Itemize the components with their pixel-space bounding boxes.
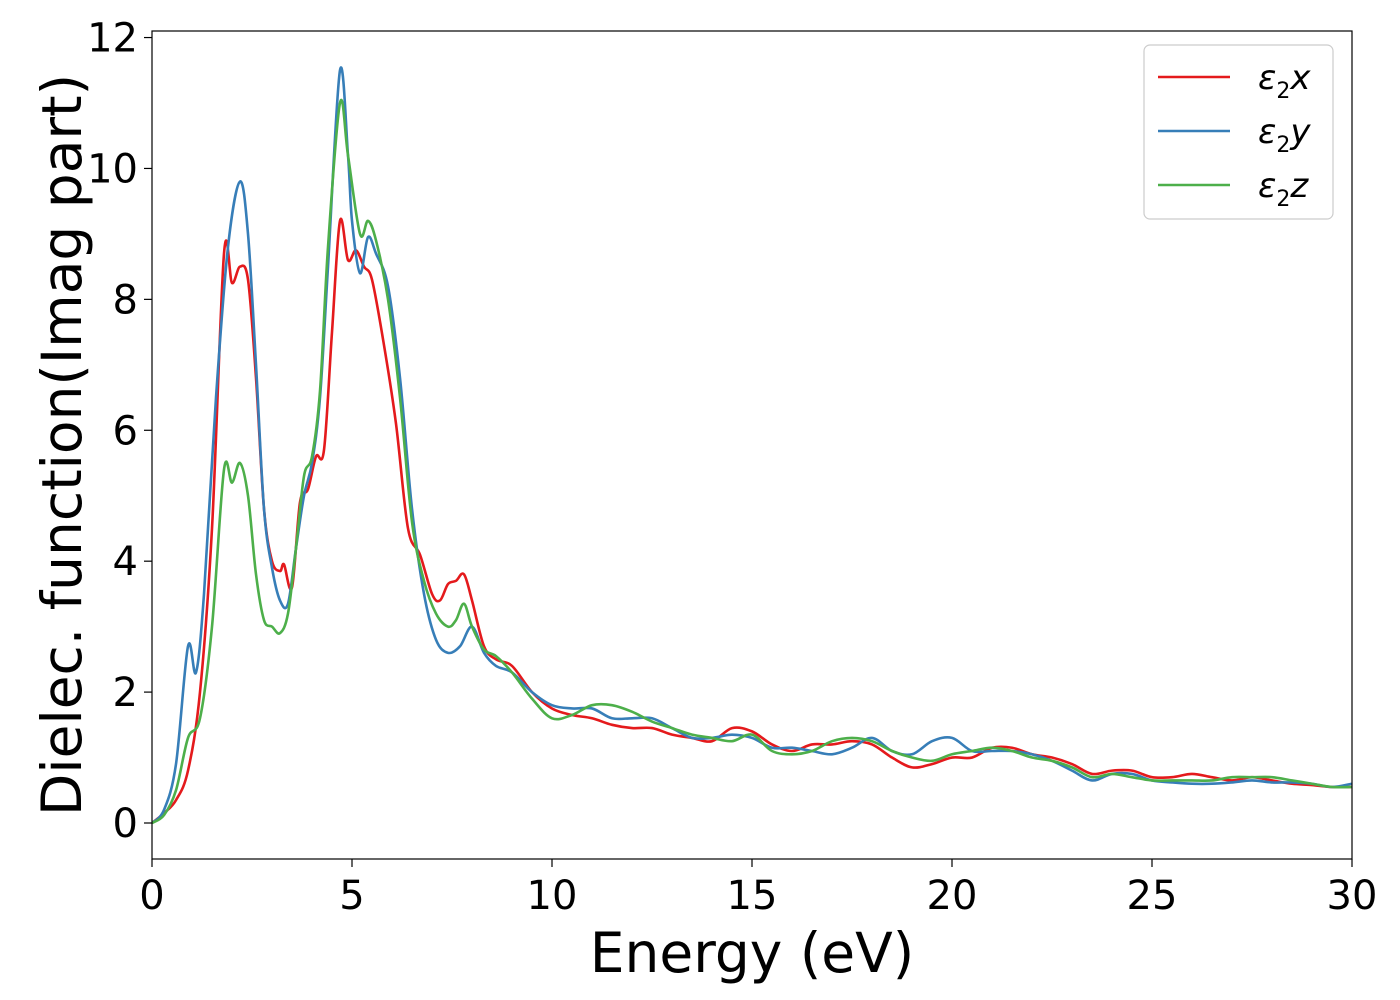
legend-entry-y: ε2y [1258,112,1311,158]
y-axis-label: Dielec. function(Imag part) [30,74,94,816]
legend-variable: z [1289,166,1309,206]
series-line-y [152,66,1352,824]
y-axis-ticks: 0 2 4 6 8 10 12 [87,16,152,847]
legend-subscript: 2 [1276,133,1290,158]
y-tick-label: 2 [113,670,138,716]
x-tick-label: 25 [1127,873,1178,919]
legend-entry-x: ε2x [1258,58,1311,104]
legend-variable: x [1289,58,1311,98]
y-tick-label: 8 [113,277,138,323]
legend-symbol: ε [1258,58,1276,98]
series-layer [152,66,1352,825]
legend-symbol: ε [1258,166,1276,206]
legend-subscript: 2 [1276,187,1290,212]
x-tick-label: 10 [527,873,578,919]
x-tick-label: 20 [927,873,978,919]
series-line-z [152,98,1352,825]
legend-symbol: ε [1258,112,1276,152]
legend-subscript: 2 [1276,79,1290,104]
y-tick-label: 12 [87,16,138,62]
x-tick-label: 15 [727,873,778,919]
y-tick-label: 4 [113,539,138,585]
y-tick-label: 10 [87,146,138,192]
legend-variable: y [1289,112,1311,152]
x-tick-label: 5 [339,873,364,919]
y-tick-label: 6 [113,408,138,454]
x-tick-label: 30 [1327,873,1378,919]
x-axis-ticks: 0 5 10 15 20 25 30 [139,859,1377,919]
legend-box [1143,44,1334,220]
x-tick-label: 0 [139,873,164,919]
x-axis-label: Energy (eV) [590,921,914,985]
legend-entry-z: ε2z [1258,166,1309,212]
y-tick-label: 0 [113,801,138,847]
